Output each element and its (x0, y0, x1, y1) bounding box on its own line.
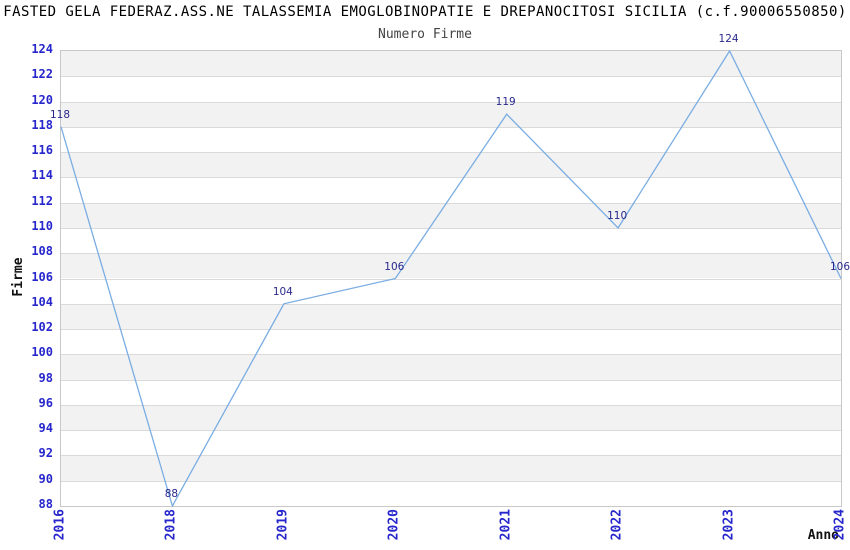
point-value-label: 88 (164, 488, 179, 500)
point-value-label: 119 (495, 96, 516, 109)
y-tick-label: 94 (38, 421, 53, 436)
x-tick-label: 2019 (275, 509, 291, 541)
y-tick-label: 88 (38, 497, 53, 512)
plot-canvas (60, 49, 842, 508)
line-series (60, 49, 842, 508)
point-value-label: 106 (829, 260, 850, 273)
y-tick-label: 116 (31, 143, 53, 158)
grid-band (61, 202, 841, 228)
gridline (61, 126, 841, 128)
gridline (61, 354, 841, 356)
gridline (61, 278, 841, 280)
plot-area (60, 49, 842, 508)
y-tick-label: 100 (31, 345, 53, 360)
gridline (61, 455, 841, 457)
x-tick-label: 2021 (498, 509, 514, 541)
grid-band (61, 101, 841, 127)
gridline (61, 227, 841, 229)
gridline (61, 480, 841, 482)
y-tick-label: 120 (31, 92, 53, 107)
chart-subtitle: Numero Firme (378, 27, 472, 42)
point-value-label: 124 (718, 33, 739, 45)
gridline (61, 379, 841, 381)
grid-band (61, 303, 841, 330)
y-tick-label: 104 (31, 294, 53, 309)
y-tick-label: 110 (31, 219, 53, 234)
y-tick-label: 114 (31, 168, 53, 183)
gridline (61, 76, 841, 78)
gridline (61, 177, 841, 179)
point-value-label: 106 (384, 260, 405, 273)
y-tick-label: 122 (31, 67, 53, 82)
gridline (61, 329, 841, 331)
gridline (61, 430, 841, 432)
y-tick-label: 96 (38, 396, 53, 411)
point-value-label: 110 (607, 209, 628, 222)
y-tick-label: 98 (38, 370, 53, 385)
x-axis-label: Anno (807, 528, 839, 543)
y-tick-label: 102 (31, 320, 53, 335)
y-tick-label: 92 (38, 446, 53, 461)
point-value-label: 104 (272, 285, 293, 298)
grid-band (61, 404, 841, 431)
y-tick-label: 124 (31, 42, 53, 57)
gridline (61, 152, 841, 154)
point-value-label: 118 (49, 108, 71, 121)
grid-band (61, 354, 841, 380)
grid-band (61, 51, 841, 77)
y-tick-label: 112 (31, 193, 53, 208)
grid-band (61, 152, 841, 178)
x-tick-label: 2020 (386, 509, 402, 541)
gridline (61, 101, 841, 103)
chart-title: FASTED GELA FEDERAZ.ASS.NE TALASSEMIA EM… (3, 4, 847, 20)
x-tick-label: 2016 (52, 509, 68, 541)
gridline (61, 253, 841, 255)
grid-band (61, 455, 841, 481)
y-tick-label: 118 (31, 117, 53, 132)
x-tick-label: 2024 (832, 509, 848, 541)
y-tick-label: 106 (31, 269, 53, 284)
grid-band (61, 253, 841, 279)
y-tick-label: 108 (31, 244, 53, 259)
gridline (61, 404, 841, 406)
x-tick-label: 2018 (163, 509, 179, 541)
gridline (61, 202, 841, 204)
gridline (61, 303, 841, 305)
y-tick-label: 90 (38, 471, 53, 486)
x-tick-label: 2022 (609, 509, 625, 541)
x-tick-label: 2023 (721, 509, 737, 541)
